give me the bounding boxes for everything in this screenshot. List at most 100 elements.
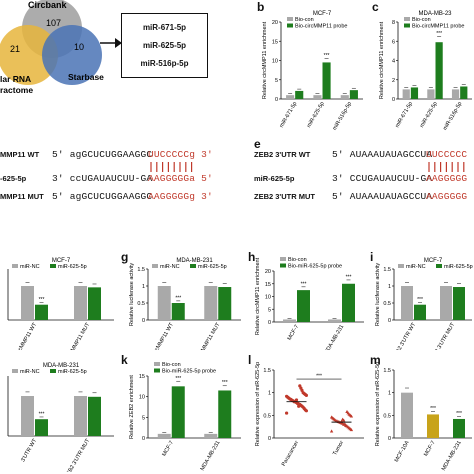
significance-mark: *** [175, 295, 181, 301]
bar [21, 286, 34, 320]
x-tick-label: ZEB2 3'UTR MUT [64, 437, 92, 472]
y-axis-label: Relative expression of miR-625-5p [255, 362, 261, 446]
x-tick-label: MCF-10A [394, 440, 411, 464]
y-tick-label: 0.5 [383, 413, 391, 419]
y-tick-label: 10 [272, 59, 278, 65]
y-tick-label: 0 [142, 318, 145, 324]
y-tick-label: 5 [142, 415, 145, 421]
chart-title: MDA-MB-231 [43, 363, 80, 369]
significance-mark: *** [222, 380, 228, 386]
y-tick-label: 10 [265, 295, 271, 301]
data-point [285, 394, 289, 398]
legend-label: miR-NC [20, 369, 40, 375]
panel-label-m: m [370, 353, 381, 367]
data-point [294, 398, 299, 402]
legend-label: Bio-con [412, 17, 431, 23]
significance-mark: *** [301, 281, 307, 287]
bar [349, 90, 358, 99]
chart-title: MCF-7 [424, 258, 443, 264]
y-tick-label: 1 [388, 284, 391, 290]
legend-label: Bio-circMMP11 probe [295, 24, 347, 30]
venn-label-circbank: Circbank [28, 0, 68, 10]
bar [88, 396, 101, 436]
legend-swatch [12, 264, 18, 268]
y-tick-label: 15 [272, 39, 278, 45]
legend-label: miR-NC [20, 264, 40, 270]
x-tick-label: circMMP11 WT [14, 321, 38, 350]
x-tick-label: miR-671-5p [395, 101, 415, 129]
legend-swatch [280, 257, 286, 261]
venn-count-left: 21 [10, 44, 20, 54]
y-tick-label: 1.5 [137, 267, 145, 273]
x-tick-label: circMMP11 WT [151, 321, 175, 350]
bar [427, 89, 435, 99]
chart-j: MDA-MB-231 *** 3'UTR WT ZEB2 3'UTR MUT miR-N… [7, 363, 114, 472]
data-point [297, 404, 301, 408]
y-tick-label: 0 [268, 320, 271, 326]
bar [157, 286, 171, 320]
significance-mark: *** [430, 406, 436, 412]
x-tick-label: Paracancer [281, 440, 300, 468]
seq-zeb2-mir-left: 3' CCUGAUAUCUU-GA [332, 173, 433, 184]
legend-swatch [398, 264, 404, 268]
seq-wt-label: MMP11 WT [0, 150, 40, 159]
x-tick-label: MDA-MB-231 [441, 440, 463, 472]
panel-e-sequences: ZEB2 3'UTR WT 5' AUAAAUAUAGCCUA UUCCCCC … [254, 149, 474, 210]
bar [204, 433, 218, 438]
legend-swatch [287, 17, 293, 21]
x-tick-label: ZEB2 3'UTR WT [392, 321, 418, 350]
data-point [343, 422, 347, 426]
legend-label: miR-625-5p [58, 369, 87, 375]
bar [342, 283, 355, 322]
bar [427, 414, 439, 438]
chart-h: 0 5 10 15 20 Relative circMMP11 enrichment ***… [255, 257, 364, 350]
seq-zeb2-mut-site: AAGGGGG [426, 191, 468, 202]
x-tick-label: MCF-7 [423, 440, 437, 458]
venn-label-interactome: ractome [0, 85, 33, 95]
seq-mir-label: -625-5p [0, 174, 27, 183]
significance-mark: *** [417, 297, 423, 303]
seq-zeb2-mut-label: ZEB2 3'UTR MUT [254, 192, 315, 201]
seq-mut-left: 5' agGCUCUGGAAGGC [52, 191, 153, 202]
y-tick-label: 0.5 [137, 301, 145, 307]
bar [204, 286, 218, 320]
y-tick-label: 5 [275, 78, 278, 84]
bar [402, 89, 410, 99]
venn-circle-circinteractome [0, 25, 58, 85]
x-tick-label: miR-625-5p [306, 101, 326, 129]
bar [328, 319, 341, 322]
legend-label: miR-NC [406, 264, 426, 270]
panel-label-i: i [370, 250, 374, 264]
venn-diagram: Circbank 107 21 10 lar RNA ractome Starb… [0, 0, 104, 95]
seq-pairing-bars [150, 162, 193, 172]
seq-wt-left: 5' agGCUCUGGAAGGC [52, 149, 153, 160]
significance-mark: *** [456, 411, 462, 417]
legend-label: Bio-con [295, 17, 314, 23]
y-tick-label: 6 [392, 39, 395, 45]
significance-mark: *** [39, 411, 45, 417]
panel-label-k: k [121, 353, 128, 367]
legend-label: miR-625-5p [198, 264, 227, 270]
significance-mark: *** [175, 376, 181, 382]
mirna-item: miR-671-5p [142, 23, 187, 32]
y-tick-label: 0.5 [383, 301, 391, 307]
y-tick-label: 15 [265, 282, 271, 288]
seq-mir-site: AAGGGGGa 5' [148, 173, 213, 184]
legend-label: miR-625-5p [58, 264, 87, 270]
seq-mir-left: 3' ccUGAUAUCUU-GA [52, 173, 153, 184]
legend-swatch [50, 264, 56, 268]
data-point [345, 409, 349, 414]
y-tick-label: 15 [139, 374, 145, 380]
seq-zeb2-wt-site: UUCCCCC [426, 149, 468, 160]
panel-label-b: b [257, 0, 265, 14]
data-point [329, 415, 334, 419]
venn-count-right: 10 [74, 42, 84, 52]
panel-label-e: e [254, 137, 261, 151]
bar [286, 95, 295, 99]
y-tick-label: 0 [388, 436, 391, 442]
bar [218, 390, 232, 438]
mirna-item: miR-625-5p [142, 41, 187, 50]
bar [322, 62, 331, 99]
y-axis-label: Relative expression of miR-625-5p [375, 362, 381, 446]
